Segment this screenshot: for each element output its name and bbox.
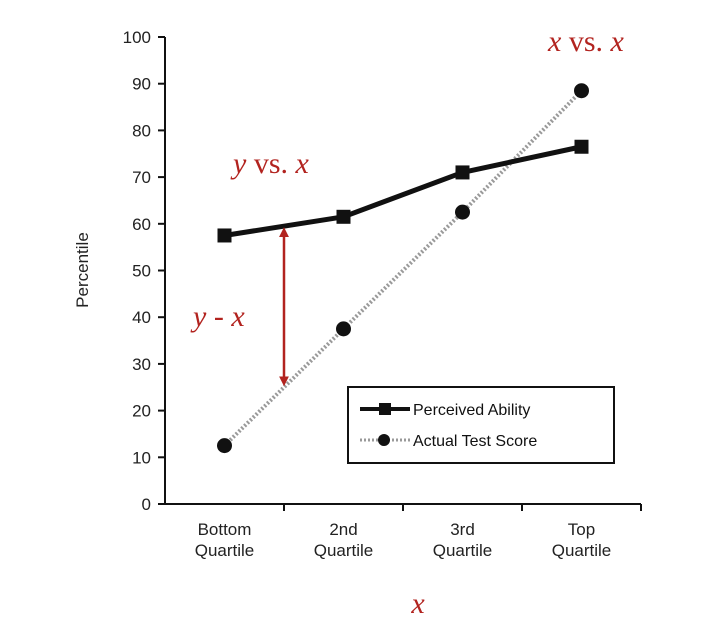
legend-item-actual: Actual Test Score (360, 433, 537, 450)
y-tick-label: 30 (132, 355, 151, 374)
legend-marker-square (379, 403, 391, 415)
y-tick-label: 80 (132, 121, 151, 140)
y-tick-label: 100 (123, 28, 151, 47)
x-tick-label-line: Quartile (552, 541, 612, 560)
legend-label-actual: Actual Test Score (413, 433, 537, 450)
data-point-circle (217, 438, 232, 454)
data-point-circle (455, 204, 470, 220)
x-tick-label-line: Quartile (433, 541, 493, 560)
data-point-square (336, 209, 351, 224)
series-line-perceived (224, 144, 583, 238)
x-axis: Bottom Quartile 2nd Quartile 3rd Quartile Top Q… (165, 503, 642, 560)
y-tick-label: 10 (132, 448, 151, 467)
y-tick-label: 40 (132, 308, 151, 327)
data-point-square (574, 139, 589, 154)
annotation-y-minus-x: y - x (190, 300, 245, 333)
x-tick-label: Top Quartile (552, 520, 612, 560)
annotation-y-vs-x-part-2: vs. (246, 147, 295, 180)
series-layer (217, 83, 589, 454)
annotation-x-vs-x-part-2: vs. (561, 25, 610, 58)
y-axis: 0 10 20 30 40 50 60 70 80 90 100 (123, 28, 166, 514)
legend-box (347, 386, 615, 464)
legend-label-perceived: Perceived Ability (413, 402, 530, 419)
annotation-y-minus-x-part-2: - (206, 300, 231, 333)
x-tick-label-line: Bottom (198, 520, 252, 539)
annotation-y-vs-x: y vs. x (230, 147, 310, 180)
y-tick-label: 60 (132, 215, 151, 234)
annotation-x-vs-x: x vs. x (547, 25, 625, 58)
legend: Perceived Ability Actual Test Score (347, 386, 615, 464)
y-tick-label: 70 (132, 168, 151, 187)
annotation-y-vs-x-part-1: y (230, 147, 247, 180)
x-tick-label-line: Top (568, 520, 595, 539)
y-tick-label: 0 (142, 495, 151, 514)
data-point-circle (336, 321, 351, 337)
x-tick-label: 2nd Quartile (314, 520, 374, 560)
legend-marker-circle (378, 434, 390, 446)
data-point-circle (574, 83, 589, 99)
y-ticks: 0 10 20 30 40 50 60 70 80 90 100 (123, 28, 165, 514)
legend-item-perceived: Perceived Ability (360, 402, 530, 419)
x-tick-label: 3rd Quartile (433, 520, 493, 560)
x-tick-label-line: Quartile (195, 541, 255, 560)
data-point-square (455, 165, 470, 180)
x-tick-label: Bottom Quartile (195, 520, 255, 560)
y-tick-label: 50 (132, 262, 151, 281)
data-point-square (217, 228, 232, 243)
annotation-y-minus-x-part-1: y (190, 300, 207, 333)
x-tick-label-line: 2nd (329, 520, 357, 539)
x-ticks: Bottom Quartile 2nd Quartile 3rd Quartile Top Q… (195, 504, 642, 560)
y-tick-label: 20 (132, 402, 151, 421)
annotation-x-axis: x (410, 587, 425, 619)
annotation-x-vs-x-part-1: x (547, 25, 562, 58)
annotation-y-vs-x-part-3: x (295, 147, 310, 180)
y-tick-label: 90 (132, 75, 151, 94)
x-tick-label-line: 3rd (450, 520, 475, 539)
annotation-x-vs-x-part-3: x (610, 25, 625, 58)
x-tick-label-line: Quartile (314, 541, 374, 560)
annotation-y-minus-x-part-3: x (230, 300, 245, 333)
y-axis-label: Percentile (73, 232, 92, 308)
